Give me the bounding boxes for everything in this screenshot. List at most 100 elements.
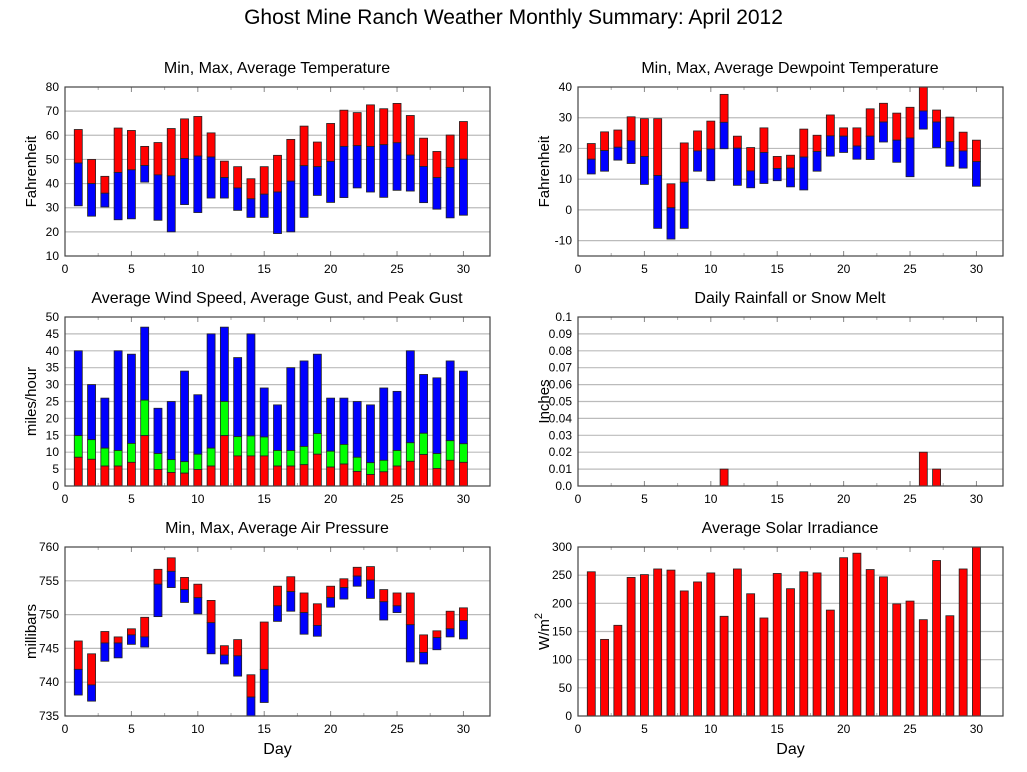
bar-peak-gust [392, 390, 402, 451]
bar-max [326, 585, 336, 599]
bar-solar [759, 617, 769, 717]
bar-min [772, 168, 782, 182]
bar-max [958, 131, 968, 152]
y-tick-label: 0.02 [549, 445, 573, 459]
x-tick-label: 20 [837, 722, 851, 736]
bar-average-gust [166, 459, 176, 473]
x-tick-label: 5 [641, 492, 648, 506]
x-tick-label: 0 [575, 492, 582, 506]
bar-peak-gust [405, 350, 415, 444]
bar-peak-gust [339, 397, 349, 445]
bar-average-wind [140, 435, 150, 487]
bar-min [825, 135, 835, 157]
bar-min [140, 165, 150, 183]
y-axis-label: Fahrenheit [23, 135, 40, 208]
chart-title: Min, Max, Average Temperature [164, 60, 390, 77]
bar-max [206, 600, 216, 624]
y-tick-label: 50 [46, 152, 60, 166]
x-tick-label: 15 [258, 262, 272, 276]
bar-max [312, 603, 322, 626]
bar-min [339, 587, 349, 600]
bar-solar [746, 593, 756, 717]
bar-average-gust [286, 450, 296, 467]
bar-solar [932, 560, 941, 717]
bar-average-gust [113, 450, 123, 467]
chart-solar: Average Solar Irradiance0501001502002503… [533, 520, 1004, 758]
bar-solar [693, 581, 702, 717]
bar-max [233, 639, 243, 657]
bar-max [759, 127, 769, 153]
bar-average-wind [379, 471, 389, 487]
bar-max [852, 127, 862, 147]
bar-max [879, 102, 888, 123]
bar-max [405, 592, 415, 626]
bar-min [445, 166, 455, 219]
bar-peak-gust [127, 353, 136, 444]
y-axis-label: Inches [536, 379, 553, 423]
bar-peak-gust [445, 360, 455, 442]
x-tick-label: 0 [62, 722, 69, 736]
bar-solar [865, 569, 875, 717]
bar-min [600, 150, 609, 172]
x-tick-label: 30 [457, 722, 471, 736]
y-tick-label: 745 [39, 641, 59, 655]
bar-max [113, 636, 123, 644]
bar-min [932, 121, 941, 148]
y-tick-label: 30 [46, 378, 60, 392]
y-tick-label: 40 [559, 80, 573, 94]
bar-min [679, 181, 689, 229]
bar-min [206, 156, 216, 199]
bar-rain [918, 451, 928, 487]
bar-max [918, 86, 928, 112]
y-tick-label: 740 [39, 675, 59, 689]
y-tick-label: 30 [559, 111, 573, 125]
bar-average-wind [419, 454, 428, 487]
bar-max [972, 139, 981, 163]
bar-max [366, 566, 375, 581]
bar-min [312, 625, 322, 637]
x-tick-label: 25 [390, 722, 404, 736]
plot-frame [64, 316, 491, 487]
y-tick-label: 25 [46, 395, 60, 409]
bar-max [352, 112, 362, 147]
y-tick-label: 300 [552, 540, 572, 554]
x-tick-label: 25 [390, 262, 404, 276]
x-tick-label: 5 [128, 722, 135, 736]
bar-average-wind [432, 468, 442, 487]
bar-min [153, 174, 163, 221]
bar-min [246, 198, 256, 218]
bar-average-wind [445, 459, 455, 487]
bar-max [166, 557, 176, 572]
x-axis-label: Day [776, 741, 804, 758]
bar-max [273, 585, 282, 607]
bar-average-wind [286, 465, 296, 487]
bar-average-wind [180, 472, 189, 487]
bar-min [259, 668, 269, 703]
bar-max [666, 183, 676, 209]
bar-average-gust [312, 433, 322, 455]
y-tick-label: 0 [565, 203, 572, 217]
plot-frame [64, 86, 491, 257]
bar-average-wind [73, 456, 83, 487]
y-tick-label: 250 [552, 568, 572, 582]
bar-max [100, 175, 110, 194]
bar-average-gust [352, 456, 362, 472]
y-tick-label: 40 [46, 344, 60, 358]
bar-solar [825, 609, 835, 717]
bar-min [392, 142, 402, 191]
bar-min [219, 654, 229, 665]
x-tick-label: 15 [771, 262, 785, 276]
bar-min [180, 589, 189, 603]
y-tick-label: 40 [46, 177, 60, 191]
bar-min [626, 140, 636, 164]
bar-max [905, 106, 915, 139]
bar-average-gust [233, 436, 243, 457]
bar-min [113, 172, 123, 221]
bar-min [905, 137, 915, 178]
bar-average-gust [193, 453, 203, 470]
bar-max [87, 159, 96, 184]
bar-min [918, 110, 928, 130]
bar-average-gust [259, 436, 269, 457]
bar-solar [679, 590, 689, 717]
bar-solar [958, 568, 968, 717]
